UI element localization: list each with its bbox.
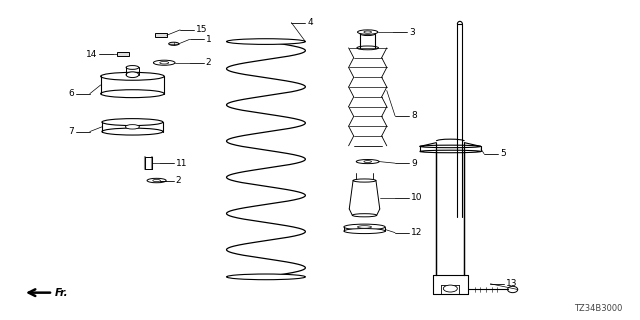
- Ellipse shape: [102, 119, 163, 125]
- Ellipse shape: [153, 180, 161, 182]
- Ellipse shape: [160, 61, 169, 64]
- Ellipse shape: [508, 286, 518, 293]
- Ellipse shape: [420, 145, 481, 148]
- Text: 6: 6: [68, 89, 74, 98]
- Ellipse shape: [125, 124, 140, 129]
- Ellipse shape: [344, 228, 385, 234]
- Text: 4: 4: [307, 18, 313, 27]
- Ellipse shape: [344, 224, 385, 230]
- Ellipse shape: [126, 66, 139, 69]
- Text: 3: 3: [409, 28, 415, 36]
- Ellipse shape: [100, 90, 164, 98]
- Ellipse shape: [102, 128, 163, 135]
- Text: 2: 2: [205, 58, 211, 67]
- Ellipse shape: [364, 31, 371, 33]
- Ellipse shape: [169, 42, 179, 45]
- Text: 14: 14: [86, 50, 97, 59]
- Text: Fr.: Fr.: [55, 288, 68, 298]
- Text: 2: 2: [175, 176, 181, 185]
- Ellipse shape: [126, 72, 139, 77]
- Ellipse shape: [356, 160, 379, 164]
- Text: 10: 10: [411, 193, 422, 203]
- Text: 8: 8: [411, 111, 417, 120]
- Ellipse shape: [227, 39, 305, 44]
- Text: 13: 13: [506, 279, 518, 288]
- Circle shape: [444, 285, 458, 292]
- Ellipse shape: [358, 30, 378, 34]
- Ellipse shape: [147, 178, 166, 183]
- Text: 11: 11: [175, 159, 187, 168]
- Text: 1: 1: [205, 35, 211, 44]
- Text: TZ34B3000: TZ34B3000: [573, 304, 622, 313]
- FancyBboxPatch shape: [155, 33, 168, 37]
- FancyBboxPatch shape: [116, 52, 129, 56]
- Ellipse shape: [358, 226, 371, 228]
- Ellipse shape: [352, 214, 377, 217]
- Ellipse shape: [100, 72, 164, 80]
- Ellipse shape: [154, 60, 175, 65]
- Text: 12: 12: [411, 228, 422, 237]
- Text: 7: 7: [68, 127, 74, 136]
- Text: 9: 9: [411, 159, 417, 168]
- Text: 5: 5: [500, 149, 506, 158]
- Ellipse shape: [360, 32, 375, 36]
- Ellipse shape: [357, 46, 378, 50]
- Text: 15: 15: [196, 25, 207, 34]
- Ellipse shape: [227, 274, 305, 280]
- Ellipse shape: [353, 179, 376, 182]
- Ellipse shape: [420, 150, 481, 153]
- Ellipse shape: [364, 161, 371, 163]
